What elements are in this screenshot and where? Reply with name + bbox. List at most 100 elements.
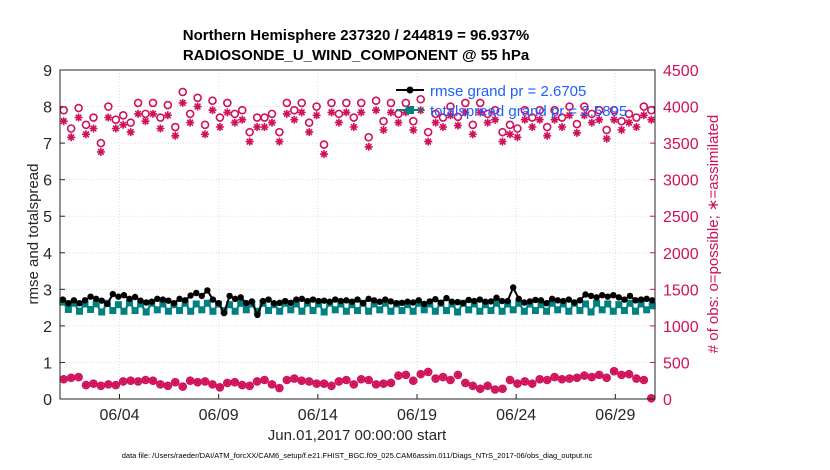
obs-possible-point: [386, 98, 396, 108]
rmse-point: [393, 300, 400, 307]
rmse-point: [309, 296, 317, 303]
obs-possible-point: [170, 122, 180, 132]
spread-point: [543, 307, 551, 315]
rmse-point: [565, 296, 573, 303]
obs-assimilated-point: [587, 118, 596, 127]
obs-assimilated-point: [89, 124, 98, 133]
obs-possible-point: [401, 98, 411, 108]
spread-point: [493, 299, 501, 307]
rmse-point: [231, 295, 239, 303]
rmse-point: [170, 300, 178, 307]
obs-assimilated-point: [171, 131, 180, 140]
rmse-point: [265, 296, 272, 303]
rmse-point: [81, 297, 89, 304]
obs-assimilated-point: [275, 137, 284, 146]
rmse-point: [154, 295, 161, 303]
spread-point: [581, 300, 589, 308]
obs-possible-point: [319, 140, 329, 149]
obs-bottom-assimilated-point: [342, 376, 351, 384]
obs-bottom-assimilated-point: [215, 383, 224, 392]
rmse-point: [326, 298, 333, 305]
obs-bottom-assimilated-point: [513, 379, 522, 388]
obs-possible-point: [505, 120, 515, 130]
obs-possible-point: [423, 127, 433, 137]
obs-bottom-assimilated-point: [394, 371, 403, 380]
rmse-point: [571, 299, 578, 306]
obs-assimilated-point: [74, 113, 83, 122]
obs-assimilated-point: [119, 120, 128, 129]
obs-bottom-assimilated-point: [431, 374, 440, 383]
obs-bottom-assimilated-point: [572, 373, 581, 382]
obs-possible-point: [111, 115, 121, 125]
obs-assimilated-point: [491, 115, 500, 124]
obs-assimilated-point: [268, 118, 276, 127]
rmse-point: [632, 297, 639, 304]
obs-bottom-assimilated-point: [372, 380, 381, 389]
obs-possible-point: [215, 113, 225, 122]
obs-bottom-assimilated-point: [163, 381, 172, 390]
obs-bottom-assimilated-point: [528, 379, 537, 388]
rmse-point: [165, 297, 172, 304]
obs-assimilated-point: [141, 117, 150, 126]
obs-bottom-assimilated-point: [223, 378, 232, 387]
rmse-point: [526, 298, 534, 305]
obs-assimilated-point: [59, 117, 68, 126]
rmse-point: [204, 287, 211, 294]
obs-possible-point: [617, 116, 626, 126]
rmse-point: [115, 293, 122, 300]
rmse-point: [610, 291, 617, 299]
rmse-point: [304, 297, 311, 305]
obs-possible-point: [632, 113, 641, 122]
spread-point: [431, 307, 439, 315]
spread-point: [114, 301, 122, 309]
obs-assimilated-point: [282, 109, 291, 118]
obs-assimilated-point: [476, 108, 485, 117]
obs-bottom-assimilated-point: [312, 379, 321, 388]
spread-point: [342, 307, 350, 315]
rmse-point: [459, 300, 467, 307]
rmse-point: [532, 296, 539, 304]
obs-assimilated-point: [245, 137, 254, 146]
rmse-point: [142, 299, 150, 306]
obs-bottom-assimilated-point: [520, 377, 529, 386]
y-tick-left-label: 5: [43, 209, 52, 226]
obs-possible-point: [267, 109, 277, 119]
obs-bottom-assimilated-point: [282, 376, 291, 384]
spread-point: [643, 306, 651, 314]
obs-assimilated-point: [163, 111, 172, 120]
y-tick-left-label: 2: [43, 319, 52, 336]
obs-possible-point: [557, 113, 567, 122]
obs-assimilated-point: [468, 130, 477, 139]
spread-point: [365, 307, 373, 315]
y-tick-left-label: 1: [43, 355, 52, 372]
obs-possible-point: [208, 96, 217, 106]
obs-assimilated-point: [572, 128, 581, 137]
rmse-point: [126, 295, 133, 303]
spread-point: [598, 306, 606, 314]
x-tick-label: 06/04: [99, 407, 139, 424]
spread-point: [648, 302, 656, 310]
obs-possible-point: [431, 109, 440, 119]
spread-point: [75, 307, 83, 315]
spread-point: [126, 299, 134, 307]
obs-bottom-assimilated-point: [446, 376, 455, 384]
obs-assimilated-point: [513, 133, 522, 142]
spread-point: [409, 307, 417, 315]
spread-point: [198, 306, 206, 314]
rmse-point: [576, 297, 584, 304]
obs-possible-point: [602, 125, 611, 135]
rmse-point: [315, 297, 322, 305]
rmse-point: [448, 298, 456, 305]
legend-label-rmse: rmse grand pr = 2.6705: [430, 83, 586, 100]
spread-point: [509, 306, 517, 314]
spread-point: [609, 307, 617, 315]
obs-assimilated-point: [111, 124, 120, 133]
rmse-point: [337, 297, 345, 305]
y-tick-right-label: 0: [663, 392, 672, 409]
obs-possible-point: [200, 120, 210, 130]
obs-assimilated-point: [156, 124, 165, 133]
y-tick-left-label: 6: [43, 173, 52, 190]
obs-possible-point: [356, 98, 366, 108]
y-tick-right-label: 2000: [663, 246, 699, 263]
obs-possible-point: [609, 105, 619, 115]
